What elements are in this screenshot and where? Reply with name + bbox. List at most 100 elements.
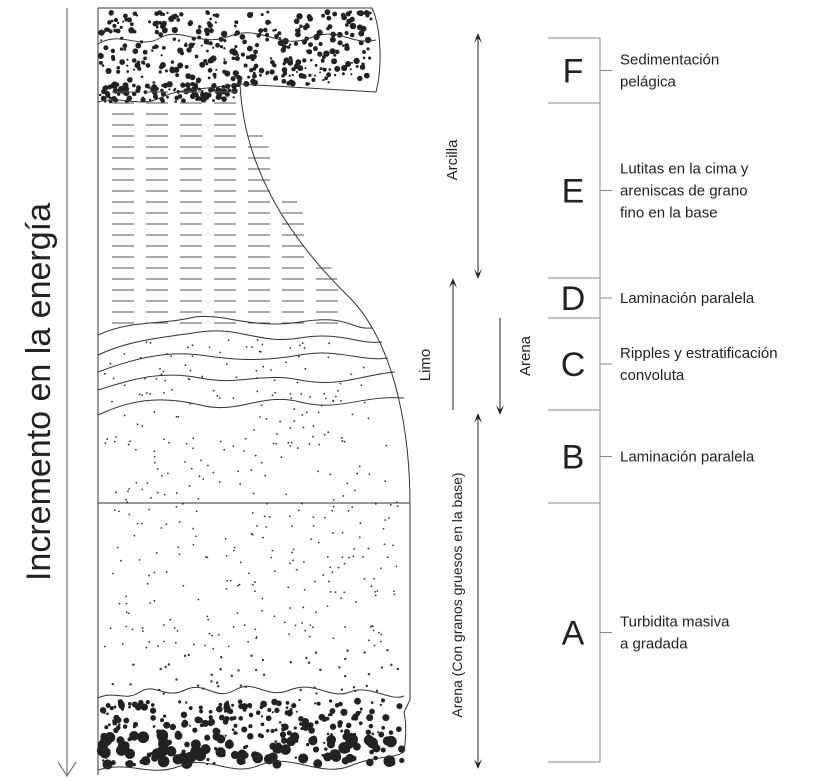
sand-grain xyxy=(265,526,268,528)
pelagic-grain xyxy=(231,87,238,95)
sand-grain xyxy=(261,609,264,612)
pelagic-grain xyxy=(329,48,336,55)
pelagic-grain xyxy=(122,20,125,23)
sand-grain xyxy=(238,583,241,586)
sand-grain xyxy=(193,643,195,646)
pelagic-grain xyxy=(158,64,164,70)
sand-grain xyxy=(207,618,210,621)
sand-grain xyxy=(115,491,118,494)
pelagic-grain xyxy=(106,95,110,99)
sand-grain xyxy=(314,651,318,654)
sand-grain xyxy=(324,397,327,400)
sand-grain xyxy=(353,548,356,550)
sand-grain xyxy=(125,498,128,501)
sand-grain xyxy=(260,461,263,464)
pelagic-grain xyxy=(281,44,287,50)
pelagic-grain xyxy=(161,84,164,87)
sand-grain xyxy=(169,618,172,621)
pelagic-grain xyxy=(305,24,310,29)
sand-grain xyxy=(145,341,148,344)
pelagic-grain xyxy=(195,28,202,35)
pelagic-grain xyxy=(341,64,348,72)
sand-grain xyxy=(223,448,226,451)
pelagic-grain xyxy=(334,65,341,72)
pelagic-grain xyxy=(206,21,212,26)
pelagic-grain xyxy=(148,98,152,101)
division-description: Sedimentación xyxy=(620,52,719,69)
pelagic-grain xyxy=(116,21,120,25)
coarse-grain xyxy=(208,709,213,714)
sand-grain xyxy=(216,395,219,397)
sand-grain xyxy=(245,345,248,348)
coarse-grain xyxy=(123,717,130,724)
pelagic-grain xyxy=(322,67,327,72)
sand-grain xyxy=(178,553,181,556)
sand-grain xyxy=(177,546,180,549)
sand-grain xyxy=(111,572,114,575)
pelagic-grain xyxy=(307,14,311,18)
sand-grain xyxy=(192,527,195,530)
coarse-grain xyxy=(139,759,145,765)
sand-grain xyxy=(125,625,128,628)
sand-grain xyxy=(351,413,354,416)
coarse-grain xyxy=(321,716,328,722)
sand-grain xyxy=(210,673,214,676)
coarse-grain xyxy=(218,702,223,707)
coarse-grain xyxy=(242,746,246,749)
sand-grain xyxy=(237,470,239,473)
division-description: Laminación paralela xyxy=(620,449,755,466)
sand-grain xyxy=(374,594,377,597)
ripple-line xyxy=(97,330,383,356)
decoration xyxy=(96,9,406,770)
sand-grain xyxy=(291,551,293,554)
divisions: F Sedimentación pelágica E Lutitas en la cim… xyxy=(548,37,778,763)
coarse-grain xyxy=(323,752,333,762)
sand-grain xyxy=(230,674,234,678)
pelagic-grain xyxy=(224,83,231,89)
pelagic-grain xyxy=(215,94,222,101)
sand-grain xyxy=(376,590,379,592)
sand-grain xyxy=(256,390,259,393)
pelagic-grain xyxy=(311,77,316,82)
pelagic-grain xyxy=(239,34,246,40)
pelagic-grain xyxy=(208,87,214,93)
coarse-grain xyxy=(274,740,277,743)
coarse-grain xyxy=(274,742,283,751)
coarse-grain xyxy=(323,741,326,745)
sand-grain xyxy=(103,645,106,648)
coarse-grain xyxy=(247,733,254,740)
pelagic-grain xyxy=(160,54,163,57)
pelagic-grain xyxy=(317,51,323,57)
pelagic-grain xyxy=(288,43,292,46)
pelagic-grain xyxy=(160,91,167,97)
pelagic-grain xyxy=(328,68,332,71)
coarse-grain xyxy=(121,707,125,711)
pelagic-grain xyxy=(103,30,106,34)
pelagic-contact xyxy=(97,32,377,45)
sand-grain xyxy=(219,668,222,671)
pelagic-grain xyxy=(203,58,208,64)
pelagic-grain xyxy=(215,68,218,71)
pelagic-grain xyxy=(274,28,277,32)
sand-grain xyxy=(161,474,163,477)
sand-grain xyxy=(104,442,107,445)
sand-grain xyxy=(195,510,198,513)
division-description: Ripples y estratificación xyxy=(620,345,778,362)
pelagic-grain xyxy=(161,20,167,27)
pelagic-grain xyxy=(270,60,275,65)
pelagic-grain xyxy=(152,81,156,84)
coarse-grain xyxy=(103,711,106,714)
coarse-grain xyxy=(249,706,252,709)
sand-grain xyxy=(342,495,345,497)
sand-grain xyxy=(225,587,228,590)
sand-grain xyxy=(188,485,191,487)
coarse-grain xyxy=(326,732,330,736)
sand-grain xyxy=(196,684,200,687)
pelagic-grain xyxy=(166,11,169,15)
sand-grain xyxy=(115,436,118,438)
sand-grain xyxy=(176,629,179,632)
pelagic-grain xyxy=(132,11,138,16)
sand-grain xyxy=(201,375,204,378)
pelagic-grain xyxy=(341,14,347,21)
pelagic-grain xyxy=(349,68,352,71)
